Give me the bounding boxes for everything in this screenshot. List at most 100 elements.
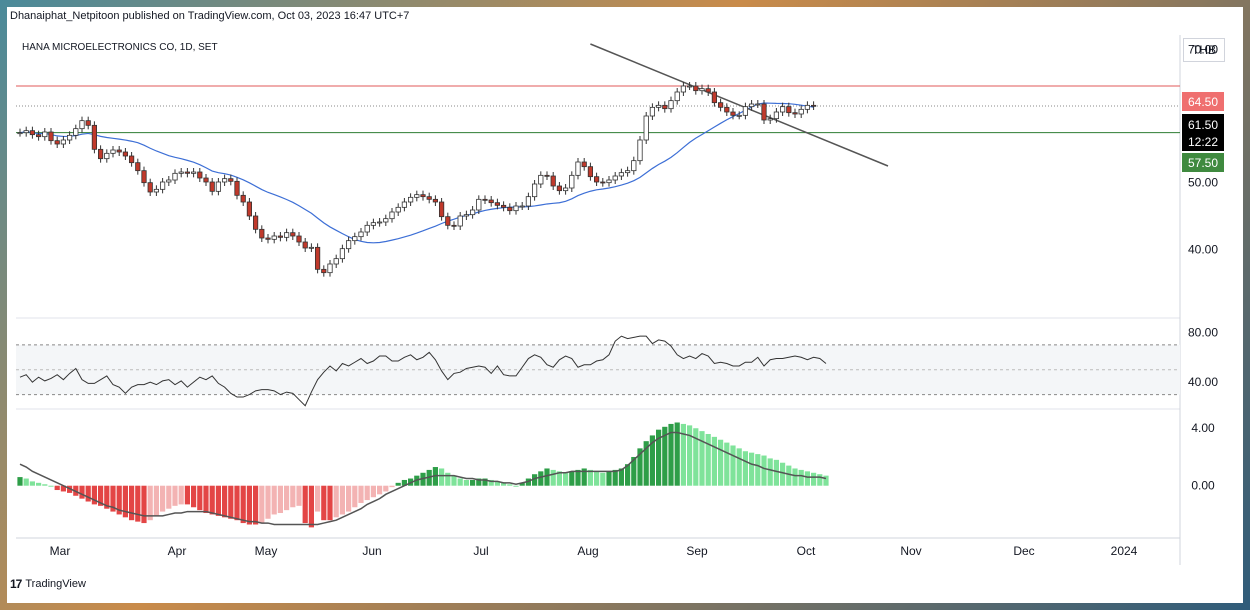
macd-histogram-bar (234, 485, 240, 521)
candle-body (736, 114, 742, 117)
candle-body (128, 155, 135, 164)
macd-pane (17, 422, 829, 528)
macd-histogram-bar (798, 469, 804, 486)
candle-body (500, 204, 507, 208)
macd-histogram-bar (135, 485, 141, 522)
support-price-label: 57.50 (1188, 156, 1218, 170)
candle-body (98, 148, 104, 160)
macd-histogram-bar (501, 482, 507, 486)
candle-body (792, 112, 798, 115)
macd-histogram-bar (823, 475, 829, 486)
candle-body (612, 175, 618, 181)
macd-histogram-bar (618, 468, 624, 486)
candle-body (687, 85, 693, 88)
macd-histogram-bar (228, 485, 234, 519)
candle-body (166, 179, 172, 183)
macd-histogram-bar (346, 485, 352, 512)
macd-histogram-bar (463, 479, 469, 486)
candle-body (401, 201, 408, 208)
candle-body (302, 241, 308, 249)
macd-signal-line (19, 431, 827, 526)
time-axis-tick: May (255, 544, 278, 558)
candle-body (172, 172, 178, 181)
macd-histogram-bar (494, 481, 500, 486)
macd-histogram-bar (718, 439, 724, 486)
candle-body (507, 206, 513, 212)
candle-body (277, 235, 284, 238)
resistance-price-tag (1182, 92, 1224, 111)
macd-histogram-bar (736, 448, 742, 486)
macd-histogram-bar (606, 471, 612, 486)
macd-histogram-bar (116, 485, 122, 515)
macd-histogram-bar (54, 485, 60, 491)
candle-body (54, 140, 60, 145)
candle-body (358, 231, 364, 238)
candle-body (190, 171, 197, 174)
candle-body (110, 149, 116, 154)
macd-histogram-bar (556, 471, 562, 486)
macd-histogram-bar (693, 428, 699, 486)
axes: 70.00 50.00 40.00 80.00 40.00 4.00 0.00 Mar Apr M… (50, 42, 1219, 558)
candle-body (376, 221, 383, 224)
candle-body (711, 91, 718, 104)
macd-histogram-bar (191, 485, 197, 508)
candle-body (407, 196, 414, 203)
macd-histogram-bar (327, 485, 333, 521)
candle-body (209, 181, 215, 192)
candle-body (804, 104, 811, 110)
time-axis-tick: Oct (797, 544, 816, 558)
macd-axis-tick: 4.00 (1191, 421, 1215, 435)
candle-body (333, 258, 339, 265)
candle-body (705, 88, 711, 93)
macd-histogram-bar (296, 485, 302, 506)
candle-body (451, 224, 457, 227)
macd-histogram-bar (804, 471, 810, 486)
candle-body (761, 103, 767, 121)
candle-body (85, 120, 91, 126)
time-axis-tick: Apr (168, 544, 187, 558)
macd-histogram-bar (439, 468, 445, 486)
moving-average-line (19, 102, 814, 244)
macd-histogram-bar (470, 479, 476, 486)
candle-body (575, 161, 581, 176)
candle-body (438, 201, 445, 218)
candle-body (693, 85, 699, 92)
time-axis-tick: Sep (686, 544, 708, 558)
macd-histogram-bar (749, 452, 755, 486)
candle-body (463, 214, 470, 217)
price-pane (16, 43, 1180, 277)
candle-body (352, 236, 358, 242)
candle-body (563, 187, 569, 192)
time-axis-tick: Jul (473, 544, 488, 558)
macd-histogram-bar (687, 425, 693, 486)
candle-body (674, 91, 680, 102)
macd-histogram-bar (742, 451, 748, 486)
macd-histogram-bar (643, 441, 649, 486)
macd-histogram-bar (389, 485, 395, 488)
candle-body (643, 115, 649, 141)
candle-body (513, 205, 519, 212)
bar-countdown-label: 12:22 (1188, 135, 1218, 149)
candle-body (234, 180, 240, 196)
candle-body (395, 206, 401, 213)
macd-histogram-bar (85, 485, 91, 502)
candle-body (488, 199, 494, 204)
candle-body (308, 246, 315, 249)
candle-body (755, 103, 761, 106)
candle-body (606, 179, 612, 184)
candle-body (432, 198, 439, 203)
macd-histogram-bar (48, 485, 54, 487)
candle-body (147, 182, 153, 193)
candle-body (265, 237, 271, 240)
macd-histogram-bar (519, 482, 525, 486)
footer-brand[interactable]: 17 TradingView (10, 577, 86, 591)
candle-body (482, 198, 488, 201)
macd-histogram-bar (240, 485, 246, 524)
candle-body (23, 130, 29, 134)
candle-body (122, 151, 128, 157)
candle-body (631, 160, 637, 172)
time-axis-tick: Mar (50, 544, 71, 558)
currency-button[interactable]: THB (1183, 38, 1225, 62)
time-axis-tick: Nov (900, 544, 921, 558)
